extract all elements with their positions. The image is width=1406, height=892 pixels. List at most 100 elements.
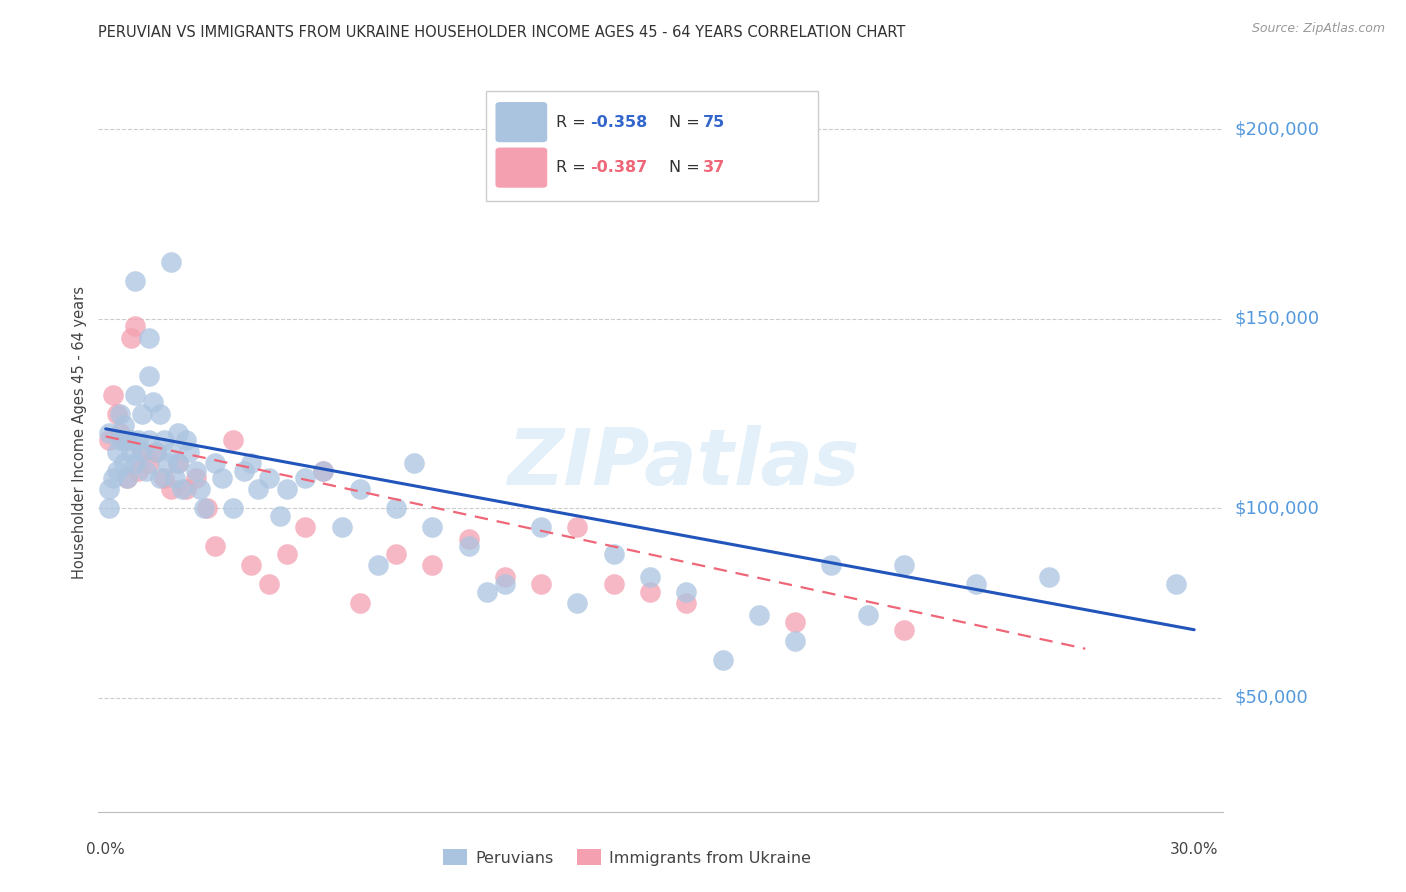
Point — [294, 471, 316, 485]
Point — [120, 444, 142, 458]
Point — [530, 577, 553, 591]
Point — [1038, 570, 1060, 584]
Point — [127, 434, 149, 448]
Point — [312, 464, 335, 478]
Point — [638, 585, 661, 599]
Point — [232, 464, 254, 478]
Point — [120, 331, 142, 345]
Point — [167, 456, 190, 470]
Point — [457, 539, 479, 553]
Point — [186, 464, 208, 478]
Point — [312, 464, 335, 478]
Point — [193, 501, 215, 516]
Point — [966, 577, 988, 591]
Point — [239, 456, 262, 470]
Point — [117, 434, 139, 448]
Point — [131, 407, 153, 421]
Point — [149, 407, 172, 421]
Point — [239, 558, 262, 573]
Point — [135, 464, 157, 478]
Point — [494, 577, 516, 591]
Point — [186, 471, 208, 485]
Point — [131, 444, 153, 458]
Point — [142, 395, 165, 409]
Point — [257, 577, 280, 591]
Point — [221, 434, 243, 448]
Point — [170, 483, 193, 497]
Point — [124, 319, 146, 334]
Text: 75: 75 — [703, 115, 724, 129]
Text: N =: N = — [669, 115, 704, 129]
Point — [138, 368, 160, 383]
Point — [131, 444, 153, 458]
Point — [124, 456, 146, 470]
Point — [404, 456, 426, 470]
Point — [367, 558, 389, 573]
Point — [108, 407, 131, 421]
Point — [530, 520, 553, 534]
Point — [420, 558, 443, 573]
Point — [167, 425, 190, 440]
Point — [124, 274, 146, 288]
Point — [138, 331, 160, 345]
Point — [163, 471, 186, 485]
Point — [638, 570, 661, 584]
Point — [457, 532, 479, 546]
Point — [112, 417, 135, 433]
Point — [748, 607, 770, 622]
Point — [269, 508, 291, 523]
Text: 0.0%: 0.0% — [86, 842, 125, 857]
Point — [820, 558, 842, 573]
Text: $200,000: $200,000 — [1234, 120, 1319, 138]
Text: Source: ZipAtlas.com: Source: ZipAtlas.com — [1251, 22, 1385, 36]
Point — [117, 471, 139, 485]
Point — [138, 456, 160, 470]
Text: PERUVIAN VS IMMIGRANTS FROM UKRAINE HOUSEHOLDER INCOME AGES 45 - 64 YEARS CORREL: PERUVIAN VS IMMIGRANTS FROM UKRAINE HOUS… — [98, 25, 905, 40]
Point — [385, 547, 408, 561]
Legend: Peruvians, Immigrants from Ukraine: Peruvians, Immigrants from Ukraine — [437, 843, 817, 872]
Point — [145, 444, 167, 458]
Text: R =: R = — [557, 161, 591, 175]
Text: $150,000: $150,000 — [1234, 310, 1319, 328]
Point — [188, 483, 211, 497]
Point — [98, 425, 121, 440]
Text: R =: R = — [557, 115, 591, 129]
Point — [276, 547, 298, 561]
Text: N =: N = — [669, 161, 704, 175]
Point — [179, 444, 201, 458]
Point — [856, 607, 879, 622]
Text: 37: 37 — [703, 161, 724, 175]
Point — [247, 483, 270, 497]
Point — [138, 434, 160, 448]
Point — [420, 520, 443, 534]
Point — [330, 520, 353, 534]
Point — [112, 456, 135, 470]
Point — [893, 558, 915, 573]
Point — [567, 520, 589, 534]
Point — [204, 456, 226, 470]
Point — [145, 444, 167, 458]
Point — [174, 483, 197, 497]
Point — [160, 444, 183, 458]
Point — [494, 570, 516, 584]
Point — [167, 456, 190, 470]
Point — [349, 483, 371, 497]
FancyBboxPatch shape — [486, 92, 818, 202]
Point — [98, 501, 121, 516]
Point — [105, 464, 128, 478]
Point — [602, 547, 624, 561]
Point — [893, 623, 915, 637]
Text: ZIPatlas: ZIPatlas — [508, 425, 859, 501]
Point — [475, 585, 498, 599]
Point — [174, 434, 197, 448]
Point — [108, 425, 131, 440]
Point — [783, 615, 806, 630]
Text: $100,000: $100,000 — [1234, 500, 1319, 517]
Point — [675, 596, 697, 610]
Point — [211, 471, 233, 485]
Point — [675, 585, 697, 599]
FancyBboxPatch shape — [495, 102, 547, 142]
Point — [149, 471, 172, 485]
Text: 30.0%: 30.0% — [1170, 842, 1219, 857]
Point — [105, 444, 128, 458]
